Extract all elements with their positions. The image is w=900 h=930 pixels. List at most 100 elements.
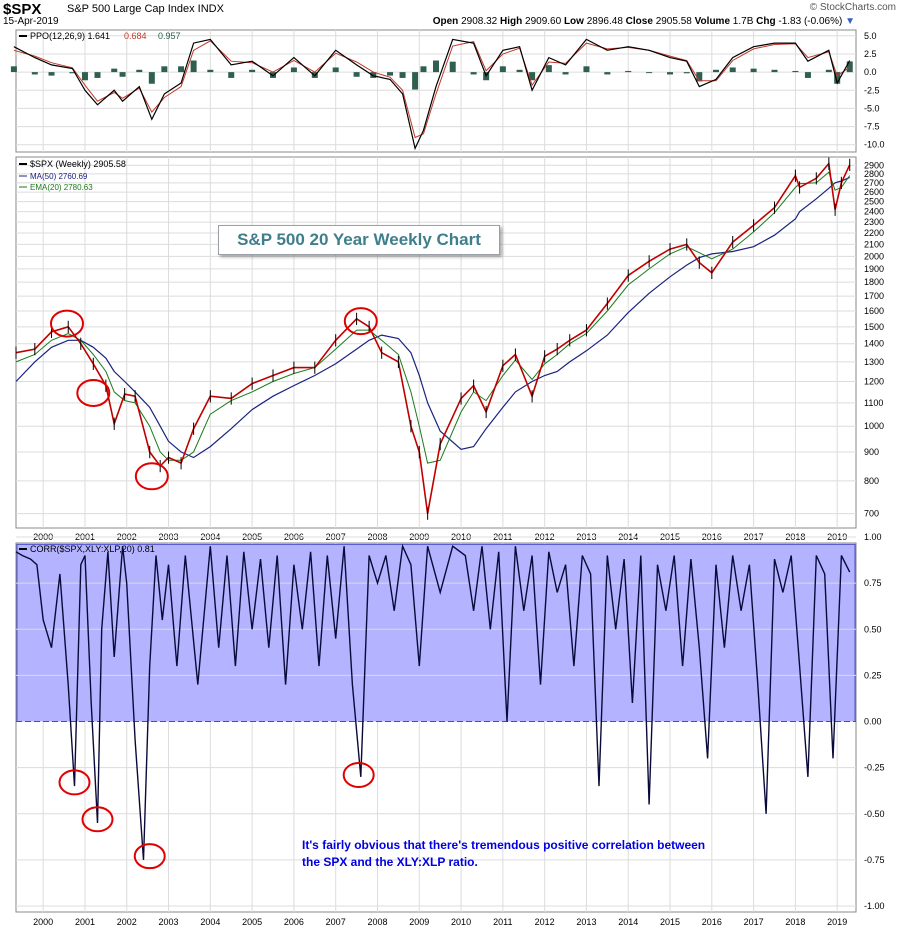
ppo-histogram-bar [136,69,143,73]
y-tick-label: 2600 [864,187,884,197]
y-tick-label: -0.50 [864,809,885,819]
highlight-circle [342,762,375,789]
ppo-histogram-bar [207,69,214,73]
y-tick-label: 0.0 [864,67,877,77]
y-tick-label: -2.5 [864,85,880,95]
chart-date: 15-Apr-2019 [3,16,59,27]
y-tick-label: -1.00 [864,901,885,911]
x-tick-label: 2019 [827,917,847,927]
y-tick-label: 2000 [864,251,884,261]
quote-stats: Open 2908.32 High 2909.60 Low 2896.48 Cl… [433,16,855,27]
ppo-histogram-bar [792,70,799,73]
x-tick-label: 2011 [493,917,512,927]
ppo-histogram-bar [178,66,185,73]
correlation-legend: CORR($SPX,XLY:XLP,20) 0.81 [30,544,155,554]
ppo-histogram-bar [667,72,674,75]
y-tick-label: 0.25 [864,670,882,680]
y-tick-label: 800 [864,476,879,486]
symbol: $SPX [3,1,42,18]
highlight-circle [81,806,114,833]
ppo-histogram-bar [332,67,339,73]
ppo-line [13,38,851,151]
x-tick-label: 2014 [618,917,638,927]
price-legend-spx: $SPX (Weekly) 2905.58 [30,159,126,169]
ppo-histogram-bar [10,66,17,73]
ppo-histogram-bar [696,72,703,82]
ppo-histogram-bar [729,67,736,73]
y-tick-label: 2400 [864,207,884,217]
ppo-histogram-bar [249,69,256,73]
chart-header: $SPX S&P 500 Large Cap Index INDX 15-Apr… [0,0,900,28]
x-tick-label: 2005 [242,917,262,927]
x-tick-label: 2013 [576,917,596,927]
ppo-histogram-bar [562,72,569,75]
y-tick-label: 1700 [864,291,884,301]
ppo-histogram-bar [825,69,832,73]
change-label: Chg [756,16,776,27]
ppo-histogram-bar [81,72,88,81]
x-tick-label: 2015 [660,917,680,927]
ppo-histogram-bar [370,72,377,78]
y-tick-label: -0.25 [864,763,885,773]
y-tick-label: 900 [864,447,879,457]
y-tick-label: 1.00 [864,532,882,542]
volume-label: Volume [694,16,731,27]
ppo-histogram-bar [48,72,55,76]
ppo-histogram-bar [804,72,811,78]
x-tick-label: 2010 [451,917,471,927]
y-tick-label: 2900 [864,160,884,170]
volume-value: 1.7B [732,16,754,27]
x-tick-label: 2017 [744,917,764,927]
close-value: 2905.58 [655,16,692,27]
y-tick-label: 1900 [864,264,884,274]
x-tick-label: 2012 [535,917,555,927]
ppo-histogram-bar [228,72,235,78]
ppo-histogram-bar [399,72,406,78]
low-label: Low [563,16,584,27]
price-legend-ema20: EMA(20) 2780.63 [30,183,93,192]
high-label: High [500,16,523,27]
y-tick-label: 1800 [864,277,884,287]
highlight-circle [134,462,169,491]
ppo-histogram-bar [516,69,523,73]
ppo-histogram-bar [545,65,552,73]
ppo-histogram-bar [433,60,439,73]
ppo-legend-signal: 0.684 [124,31,147,41]
y-tick-label: 1500 [864,322,884,332]
ppo-histogram-bar [750,68,757,73]
x-tick-label: 2009 [409,917,429,927]
ppo-histogram-bar [353,72,360,77]
y-tick-label: -7.5 [864,122,880,132]
brand-label[interactable]: © StockCharts.com [809,2,896,13]
ppo-histogram-bar [190,60,197,73]
y-tick-label: 2800 [864,169,884,179]
y-tick-label: 5.0 [864,31,877,41]
y-tick-label: 2500 [864,197,884,207]
highlight-circle [133,843,166,870]
ppo-histogram-bar [683,72,690,74]
x-tick-label: 2008 [367,917,387,927]
chevron-down-icon[interactable]: ▼ [845,16,855,27]
ppo-histogram-bar [290,67,297,73]
price-panel [15,156,857,529]
security-name: S&P 500 Large Cap Index INDX [67,3,224,15]
ppo-histogram-bar [529,72,536,81]
y-tick-label: 1100 [864,398,883,408]
ppo-histogram-bar [449,61,456,73]
ppo-histogram-bar [69,72,76,74]
x-tick-label: 2016 [702,917,722,927]
y-tick-label: 0.00 [864,717,882,727]
y-tick-label: 1400 [864,339,884,349]
x-tick-label: 2002 [117,917,137,927]
x-tick-label: 2000 [33,917,53,927]
ppo-histogram-bar [161,66,168,73]
y-tick-label: 2300 [864,217,884,227]
x-tick-label: 2003 [159,917,179,927]
ppo-histogram-bar [604,72,611,75]
ppo-histogram-bar [412,72,419,90]
ppo-histogram-bar [499,66,506,73]
ppo-histogram-bar [583,66,590,73]
ppo-histogram-bar [31,72,38,75]
ppo-histogram-bar [94,72,101,78]
